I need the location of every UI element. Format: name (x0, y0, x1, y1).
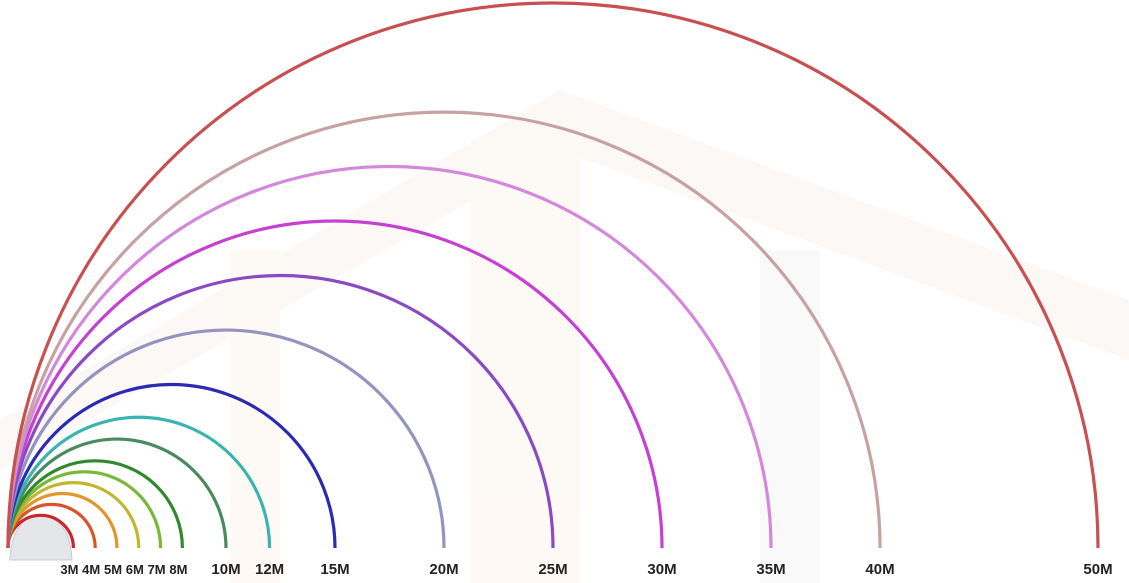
range-label: 7M (148, 562, 166, 577)
range-arc (6, 273, 555, 549)
range-arc (6, 437, 228, 549)
background-house (0, 90, 1129, 583)
range-arc (6, 415, 272, 549)
range-label: 25M (538, 561, 567, 578)
range-arc (6, 328, 446, 549)
range-label: 4M (82, 562, 100, 577)
range-label: 50M (1083, 561, 1112, 578)
range-arc (6, 164, 773, 549)
range-label: 35M (756, 561, 785, 578)
range-arc (6, 110, 882, 549)
range-label: 8M (169, 562, 187, 577)
range-label: 30M (647, 561, 676, 578)
range-arc (6, 1, 1100, 549)
range-label: 20M (429, 561, 458, 578)
range-label: 40M (865, 561, 894, 578)
range-label: 3M (60, 562, 78, 577)
range-label: 12M (255, 561, 284, 578)
range-label: 10M (211, 561, 240, 578)
range-arc (6, 459, 184, 549)
range-arc (6, 382, 337, 549)
range-label: 15M (320, 561, 349, 578)
range-arc (6, 219, 664, 549)
range-label: 6M (126, 562, 144, 577)
range-label: 5M (104, 562, 122, 577)
